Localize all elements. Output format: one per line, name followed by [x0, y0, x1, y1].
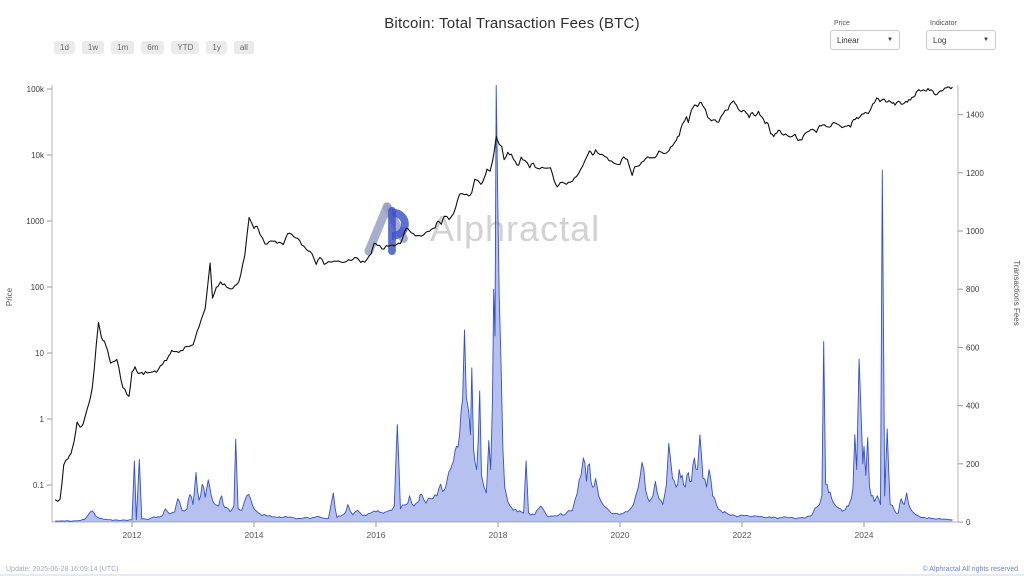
footer-bar — [0, 574, 1024, 576]
chevron-down-icon: ▼ — [887, 37, 893, 43]
control-label: Indicator — [930, 20, 957, 27]
axis-controls: Price Linear ▼ Indicator Log ▼ — [830, 20, 996, 50]
x-tick-label: 2016 — [367, 530, 386, 540]
copyright-text[interactable]: © Alphractal All rights reserved — [922, 566, 1018, 573]
y-left-tick-label: 1000 — [26, 217, 44, 226]
range-button-1y[interactable]: 1y — [206, 41, 227, 54]
y-left-tick-label: 100 — [31, 283, 45, 292]
range-button-1d[interactable]: 1d — [54, 41, 75, 54]
y-left-tick-label: 10k — [31, 151, 45, 160]
y-right-tick-label: 1200 — [966, 169, 984, 178]
y-right-tick-label: 400 — [966, 402, 980, 411]
x-tick-label: 2018 — [489, 530, 508, 540]
y-right-tick-label: 1000 — [966, 227, 984, 236]
control-group-price: Price Linear ▼ — [830, 20, 900, 50]
y-right-tick-label: 600 — [966, 343, 980, 352]
range-button-YTD[interactable]: YTD — [171, 41, 200, 54]
x-tick-label: 2024 — [855, 530, 874, 540]
y-left-tick-label: 10 — [35, 349, 44, 358]
x-tick-label: 2014 — [245, 530, 264, 540]
fees-area — [55, 85, 953, 522]
x-tick-label: 2012 — [123, 530, 142, 540]
y-right-tick-label: 200 — [966, 460, 980, 469]
update-timestamp: Update: 2025-06-28 16:09:14 (UTC) — [6, 566, 119, 573]
control-label: Price — [834, 20, 850, 27]
range-button-all[interactable]: all — [233, 41, 254, 54]
range-button-1m[interactable]: 1m — [111, 41, 135, 54]
indicator-scale-select[interactable]: Log ▼ — [926, 30, 996, 50]
range-button-1w[interactable]: 1w — [81, 41, 105, 54]
price-line — [54, 86, 953, 502]
price-scale-select[interactable]: Linear ▼ — [830, 30, 900, 50]
y-right-tick-label: 800 — [966, 285, 980, 294]
y-right-axis-title: Transactions Fees — [1012, 260, 1021, 326]
x-tick-label: 2020 — [611, 530, 630, 540]
selected-value: Linear — [837, 35, 860, 45]
range-button-group: 1d 1w 1m 6m YTD 1y all — [54, 41, 254, 54]
chart-title: Bitcoin: Total Transaction Fees (BTC) — [384, 15, 640, 32]
y-left-tick-label: 100k — [27, 85, 45, 94]
y-right-tick-label: 0 — [966, 518, 971, 527]
fees-line — [55, 85, 953, 522]
y-left-tick-label: 0.1 — [33, 481, 45, 490]
x-tick-label: 2022 — [733, 530, 752, 540]
y-left-tick-label: 1 — [40, 415, 45, 424]
selected-value: Log — [933, 35, 947, 45]
y-right-tick-label: 1400 — [966, 111, 984, 120]
chevron-down-icon: ▼ — [983, 37, 989, 43]
control-group-indicator: Indicator Log ▼ — [926, 20, 996, 50]
range-button-6m[interactable]: 6m — [141, 41, 165, 54]
y-left-axis-title: Price — [5, 287, 14, 306]
